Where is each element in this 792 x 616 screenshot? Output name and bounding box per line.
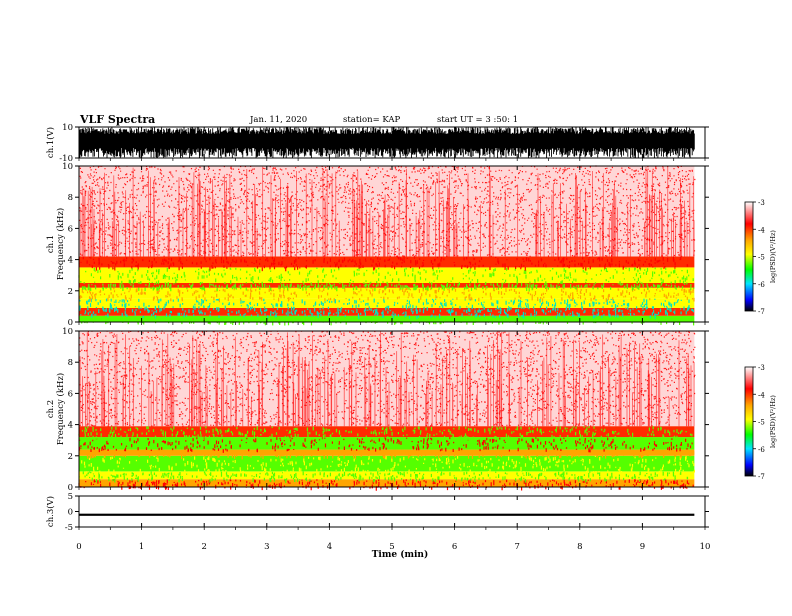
- y-tick-label: 6: [68, 389, 73, 399]
- spectrogram-texture: [79, 287, 695, 303]
- x-tick-label: 6: [452, 542, 457, 552]
- spectrogram-texture: [81, 455, 695, 475]
- spectrogram-texture: [81, 283, 695, 292]
- spectrogram-texture: [82, 449, 695, 460]
- colorbar-ramp: [744, 366, 754, 477]
- y-tick-label: 10: [62, 162, 73, 172]
- spectrogram-band: [79, 307, 695, 316]
- spectrogram-band: [79, 256, 695, 268]
- spectrogram-texture: [79, 308, 694, 320]
- spectrogram-texture: [78, 437, 693, 453]
- colorbar-tick-label: -6: [758, 446, 765, 454]
- panel-frame: [78, 495, 706, 528]
- spectrogram-band: [79, 479, 695, 487]
- ch3-y-axis-label: ch.3(V): [45, 496, 56, 527]
- x-tick-label: 5: [389, 542, 394, 552]
- colorbar-tick-label: -7: [758, 473, 765, 481]
- ch2-spectrogram-panel: 0 2 4 6 8 10 ch.2Frequency (kHz): [46, 327, 709, 493]
- figure-title: VLF Spectra: [79, 113, 155, 126]
- y-tick-label: 4: [68, 256, 73, 266]
- station-label: station= KAP: [343, 115, 401, 125]
- ch1-colorbar: -3 -4 -5 -6 -7 log(PSD)(V²/Hz): [744, 199, 777, 316]
- ch3-waveform-panel: 5 0 -5 ch.3(V): [45, 492, 709, 533]
- x-tick-label: 0: [76, 542, 81, 552]
- spectrogram-band: [79, 437, 695, 450]
- x-axis-label: Time (min): [372, 549, 429, 560]
- colorbar-tick-label: -6: [758, 281, 765, 289]
- y-tick-label: 10: [62, 327, 73, 337]
- spectrogram-bursts: [79, 331, 695, 427]
- y-tick-label: 0: [68, 318, 73, 328]
- spectrogram-texture: [78, 471, 689, 484]
- colorbar-label: log(PSD)(V²/Hz): [769, 230, 777, 283]
- ch3-waveform-trace: [79, 513, 695, 516]
- y-tick-label: 8: [68, 358, 73, 368]
- y-tick-label: 10: [62, 123, 73, 133]
- spectrogram-bursts: [80, 166, 695, 257]
- x-tick-label: 7: [514, 542, 519, 552]
- spectrogram-band: [79, 298, 695, 308]
- spectrogram-texture: [78, 426, 693, 442]
- ch1-freq-axis-label: ch.1Frequency (kHz): [46, 208, 66, 280]
- x-tick-label: 2: [201, 542, 206, 552]
- spectrogram-texture: [78, 267, 694, 287]
- colorbar-tick-label: -4: [758, 226, 765, 234]
- y-tick-label: 0: [68, 483, 73, 493]
- x-tick-label: 1: [139, 542, 144, 552]
- spectrogram-band: [79, 287, 695, 299]
- colorbar-label: log(PSD)(V²/Hz): [769, 395, 777, 448]
- x-tick-label: 10: [700, 542, 711, 552]
- ch1-y-axis-label: ch.1(V): [45, 127, 56, 158]
- colorbar-tick-label: -3: [758, 199, 765, 207]
- y-tick-label: -5: [65, 523, 73, 533]
- y-tick-label: 6: [68, 224, 73, 234]
- spectrogram-fill: [78, 330, 696, 491]
- ch1-spectrogram-panel: 0 2 4 6 8 10 ch.1Frequency (kHz): [46, 162, 709, 328]
- x-tick-label: 8: [577, 542, 582, 552]
- start-time-label: start UT = 3 :50: 1: [437, 115, 518, 125]
- date-label: Jan. 11, 2020: [249, 115, 307, 125]
- spectrogram-band: [79, 166, 695, 257]
- colorbar-tick-label: -5: [758, 419, 765, 427]
- colorbar-tick-label: -3: [758, 364, 765, 372]
- x-tick-label: 3: [264, 542, 269, 552]
- spectrogram-band: [79, 267, 695, 283]
- y-tick-label: 5: [68, 492, 73, 502]
- x-tick-label: 9: [640, 542, 645, 552]
- ch1-waveform-trace: [78, 127, 695, 158]
- spectrogram-band: [79, 283, 695, 288]
- y-tick-label: 4: [68, 421, 73, 431]
- colorbar-tick-label: -4: [758, 391, 765, 399]
- ch2-colorbar: -3 -4 -5 -6 -7 log(PSD)(V²/Hz): [744, 364, 777, 481]
- ch2-freq-axis-label: ch.2Frequency (kHz): [46, 373, 66, 445]
- y-tick-label: 2: [68, 287, 73, 297]
- colorbar-ramp: [744, 201, 754, 312]
- spectrogram-fill: [78, 165, 696, 326]
- y-tick-label: 2: [68, 452, 73, 462]
- y-tick-label: 0: [68, 508, 73, 518]
- x-tick-label: 4: [327, 542, 332, 552]
- y-tick-label: 8: [68, 193, 73, 203]
- y-tick-label: -10: [59, 154, 73, 164]
- time-axis: 0 1 2 3 4 5 6 7 8 9 10: [76, 542, 710, 552]
- colorbar-tick-label: -5: [758, 254, 765, 262]
- spectrogram-texture: [78, 256, 689, 272]
- spectrogram-texture: [78, 298, 691, 312]
- colorbar-tick-label: -7: [758, 308, 765, 316]
- spectrogram-band: [79, 471, 695, 480]
